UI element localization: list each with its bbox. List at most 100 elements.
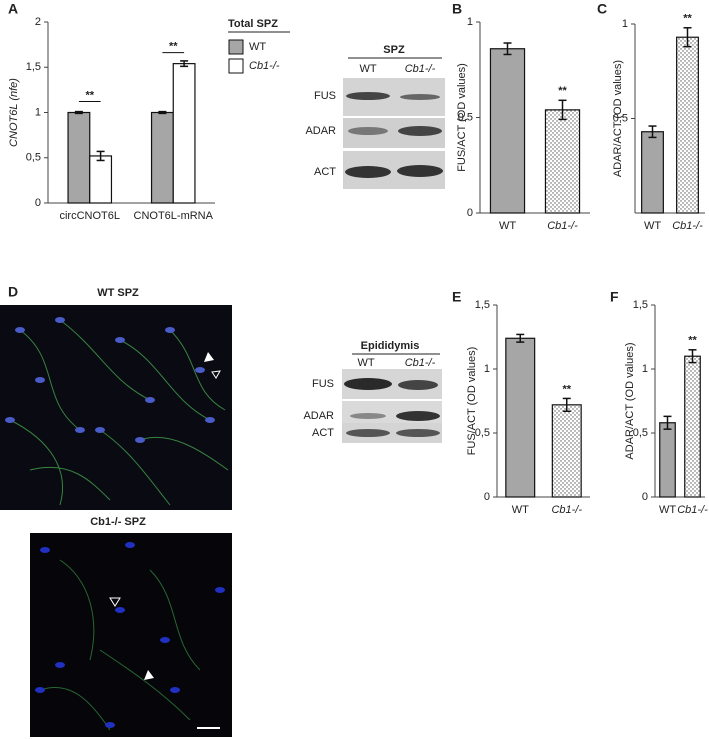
band	[344, 378, 392, 390]
arrowhead	[144, 670, 154, 680]
band	[346, 429, 390, 437]
microscopy: D WT SPZ Cb1-/- SPZ	[0, 284, 232, 737]
x-tick-label: WT	[644, 220, 661, 232]
row-label: ACT	[314, 166, 336, 178]
y-tick-label: 0,5	[475, 427, 490, 439]
bar	[172, 63, 196, 204]
significance: **	[169, 41, 178, 53]
panel-letter: C	[597, 1, 607, 17]
band	[400, 94, 440, 100]
row-label: ADAR	[303, 410, 334, 422]
row-label: FUS	[314, 90, 336, 102]
y-tick-label: 1	[622, 18, 628, 30]
micrograph	[30, 533, 232, 737]
lane-label: WT	[357, 357, 374, 369]
bar	[544, 109, 581, 214]
y-tick-label: 0,5	[613, 112, 628, 124]
panel-letter: F	[610, 289, 619, 305]
blot-title: Epididymis	[361, 340, 420, 352]
lane-label: Cb1-/-	[405, 63, 436, 75]
micrograph	[0, 305, 232, 510]
y-tick-label: 0,5	[26, 152, 41, 164]
band	[350, 413, 386, 419]
significance: **	[683, 13, 692, 25]
lane-label: WT	[359, 63, 376, 75]
bar-chart: F ADAR/ACT (OD values) 0 0,5 1 1,5 WT Cb1-/- **	[610, 289, 708, 516]
y-tick-label: 1	[35, 106, 41, 118]
bar	[89, 155, 113, 204]
lane-label: Cb1-/-	[405, 357, 436, 369]
bar	[676, 36, 699, 214]
row-label: ACT	[312, 427, 334, 439]
legend-label: WT	[249, 41, 266, 53]
bar	[505, 337, 536, 498]
x-tick-label: Cb1-/-	[547, 220, 578, 232]
x-tick-label: CNOT6L-mRNA	[134, 210, 214, 222]
nuclei	[5, 317, 215, 443]
flagella	[9, 319, 229, 506]
significance: **	[562, 383, 571, 395]
significance: **	[85, 89, 94, 101]
arrowhead-open	[211, 370, 221, 379]
y-axis-label: CNOT6L (nfe)	[8, 78, 20, 147]
panel-letter: D	[8, 284, 18, 300]
band	[398, 126, 442, 136]
legend-swatch	[228, 58, 244, 74]
x-tick-label: Cb1-/-	[677, 504, 708, 516]
y-tick-label: 1	[467, 16, 473, 28]
y-tick-label: 0	[35, 197, 41, 209]
bar-chart: E FUS/ACT (OD values) 0 0,5 1 1,5 WT Cb1-/- **	[452, 289, 590, 516]
panel-letter: A	[8, 1, 18, 17]
x-tick-label: WT	[659, 504, 676, 516]
blot-title: SPZ	[383, 44, 405, 56]
bar	[641, 131, 664, 214]
x-tick-label: circCNOT6L	[59, 210, 120, 222]
y-tick-label: 0,5	[458, 111, 473, 123]
y-tick-label: 2	[35, 16, 41, 28]
bar	[489, 48, 526, 214]
bar	[659, 422, 676, 498]
legend-swatch	[228, 39, 244, 55]
y-tick-label: 0	[467, 207, 473, 219]
x-tick-label: Cb1-/-	[672, 220, 703, 232]
y-tick-label: 1,5	[26, 61, 41, 73]
significance: **	[688, 335, 697, 347]
panel-letter: B	[452, 1, 462, 17]
arrowhead	[204, 352, 214, 362]
bar	[684, 355, 701, 498]
y-tick-label: 1,5	[633, 299, 648, 311]
x-tick-label: WT	[499, 220, 516, 232]
y-tick-label: 1,5	[475, 299, 490, 311]
y-tick-label: 1	[642, 363, 648, 375]
image-title: Cb1-/- SPZ	[90, 516, 146, 528]
row-label: FUS	[312, 378, 334, 390]
y-axis-label: FUS/ACT (OD values)	[456, 63, 468, 172]
y-tick-label: 1	[484, 363, 490, 375]
band	[345, 166, 391, 178]
nuclei	[35, 542, 225, 728]
blot-epididymis: Epididymis WT Cb1-/- FUS ADAR ACT	[303, 340, 442, 443]
bar	[150, 111, 174, 204]
bar-chart: C ADAR/ACT (OD values)0,5 1 WT Cb1-/- **	[597, 1, 705, 232]
y-tick-label: 0	[642, 491, 648, 503]
legend-label: Cb1-/-	[249, 60, 280, 72]
band	[396, 429, 440, 437]
x-tick-label: Cb1-/-	[551, 504, 582, 516]
bar	[67, 111, 91, 204]
bar-chart: A CNOT6L (nfe) 0 0,5 1 1,5 2 circCNOT6L ** CNOT6L…	[8, 1, 290, 222]
band	[346, 92, 390, 100]
image-title: WT SPZ	[97, 287, 139, 299]
significance: **	[558, 85, 567, 97]
band	[396, 411, 440, 421]
blot-spz: SPZ WT Cb1-/- FUS ADAR ACT	[305, 44, 445, 189]
blot-strip	[342, 423, 442, 443]
legend-title: Total SPZ	[228, 18, 278, 30]
y-axis-label: ADAR/ACT (OD values)	[624, 342, 636, 459]
flagella	[39, 559, 201, 731]
band	[348, 127, 388, 135]
band	[397, 165, 443, 177]
panel-letter: E	[452, 289, 461, 305]
bar-chart: B FUS/ACT (OD values) 0 0,5 1 WT Cb1-/- **	[452, 1, 590, 232]
band	[398, 380, 438, 390]
